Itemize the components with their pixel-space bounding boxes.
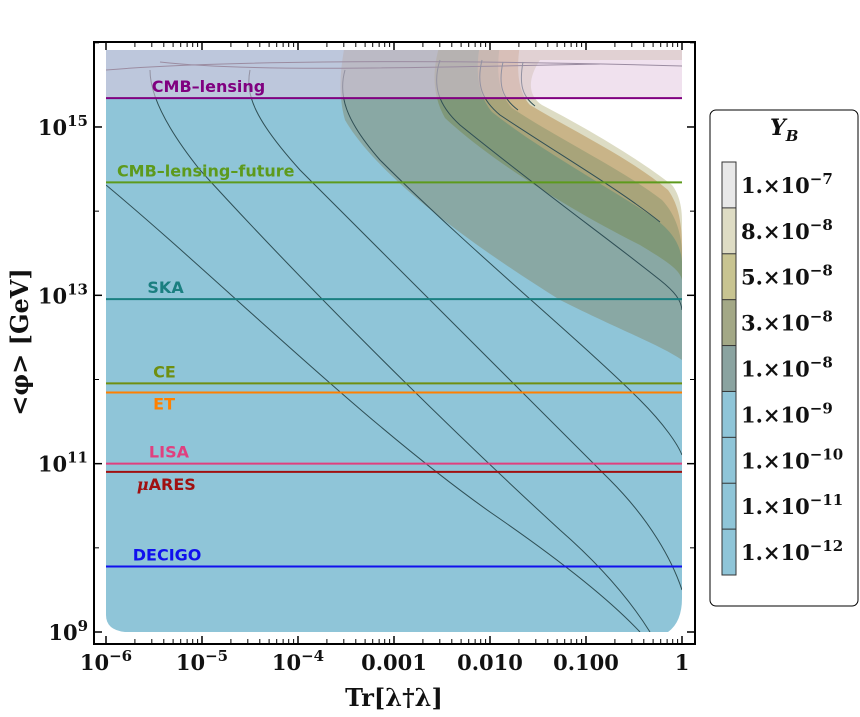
colorbar-box: [709, 109, 859, 607]
x-tick-label-3: 0.001: [361, 650, 427, 675]
contour-fills: [106, 50, 682, 632]
y-tick-label-3: 1015: [38, 112, 88, 140]
sensitivity-label-1: CMB–lensing–future: [117, 161, 295, 180]
colorbar-labels: 1.×10−12 1.×10−11 1.×10−10 1.×10−9 1.×10−8 3.…: [741, 170, 843, 565]
colorbar-label-0: 1.×10−12: [741, 537, 843, 565]
plot-area: CMB–lensing CMB–lensing–future SKA CE ET LISA…: [106, 50, 682, 632]
sensitivity-label-4: ET: [153, 395, 175, 414]
colorbar-label-8: 1.×10−7: [741, 170, 833, 198]
colorbar-segment-8: [722, 162, 736, 208]
colorbar-legend: YB 1.×10−121.×10−111.×10−101.×10−91.×10−…: [709, 109, 859, 607]
colorbar-segment-0: [722, 529, 736, 575]
y-tick-label-2: 1013: [38, 280, 88, 308]
colorbar-label-6: 5.×10−8: [741, 262, 833, 290]
colorbar-segment-4: [722, 345, 736, 392]
x-axis-title: Tr[λ†λ]: [345, 683, 443, 712]
sensitivity-lines: CMB–lensing CMB–lensing–future SKA CE ET LISA…: [106, 50, 682, 568]
region-white-excluded: [530, 60, 682, 220]
x-tick-label-6: 1: [675, 650, 690, 675]
sensitivity-label-3: CE: [153, 362, 176, 381]
y-axis-title: <φ> [GeV]: [5, 268, 34, 415]
colorbar-outline: [721, 161, 737, 576]
sensitivity-label-0: CMB–lensing: [152, 77, 265, 96]
x-tick-label-0: 10−6: [80, 647, 132, 675]
y-tick-label-0: 109: [48, 617, 88, 645]
colorbar-segment-7: [722, 207, 736, 254]
colorbar-label-7: 8.×10−8: [741, 216, 833, 244]
y-tick-label-1: 1011: [38, 449, 88, 477]
x-tick-label-5: 0.100: [553, 650, 619, 675]
colorbar-segment-1: [722, 483, 736, 530]
colorbar-label-4: 1.×10−8: [741, 354, 833, 382]
x-tick-label-1: 10−5: [176, 647, 228, 675]
colorbar-segments: [721, 161, 737, 576]
sensitivity-label-6: μARES: [137, 475, 196, 494]
y-axis: 109 1011 1013 1015: [38, 42, 695, 645]
colorbar-label-5: 3.×10−8: [741, 308, 833, 336]
cmb-excluded-shade: [106, 50, 682, 99]
colorbar-title: YB: [770, 115, 798, 145]
x-tick-label-4: 0.010: [457, 650, 523, 675]
sensitivity-label-7: DECIGO: [133, 546, 202, 565]
colorbar-segment-5: [722, 299, 736, 346]
sensitivity-label-5: LISA: [149, 443, 190, 462]
colorbar-label-1: 1.×10−11: [741, 491, 843, 519]
colorbar-segment-6: [722, 253, 736, 300]
colorbar-segment-2: [722, 437, 736, 484]
x-axis: 10−6 10−5 10−4 0.001 0.010 0.100 1: [80, 42, 689, 675]
x-tick-label-2: 10−4: [272, 647, 324, 675]
colorbar-segment-3: [722, 391, 736, 438]
sensitivity-label-2: SKA: [147, 278, 184, 297]
colorbar-label-3: 1.×10−9: [741, 399, 833, 427]
colorbar-label-2: 1.×10−10: [741, 445, 843, 473]
